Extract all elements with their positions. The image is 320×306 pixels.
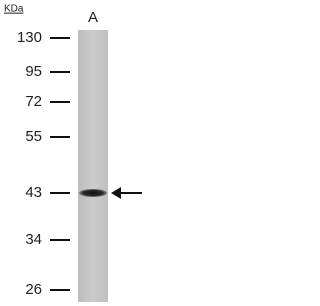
gel-lane — [78, 30, 108, 302]
marker-label: 72 — [25, 93, 42, 110]
marker-label: 95 — [25, 63, 42, 80]
unit-label: KDa — [4, 4, 24, 15]
protein-band — [79, 189, 107, 197]
lane-label: A — [88, 9, 98, 26]
marker-label: 34 — [25, 231, 42, 248]
marker-label: 55 — [25, 128, 42, 145]
marker-label: 26 — [25, 281, 42, 298]
marker-label: 130 — [17, 29, 42, 46]
western-blot: KDa A 130 95 72 55 43 34 26 — [4, 4, 142, 302]
arrow — [111, 187, 142, 199]
marker-ladder: 130 95 72 55 43 34 26 — [17, 29, 70, 298]
marker-label: 43 — [25, 184, 42, 201]
